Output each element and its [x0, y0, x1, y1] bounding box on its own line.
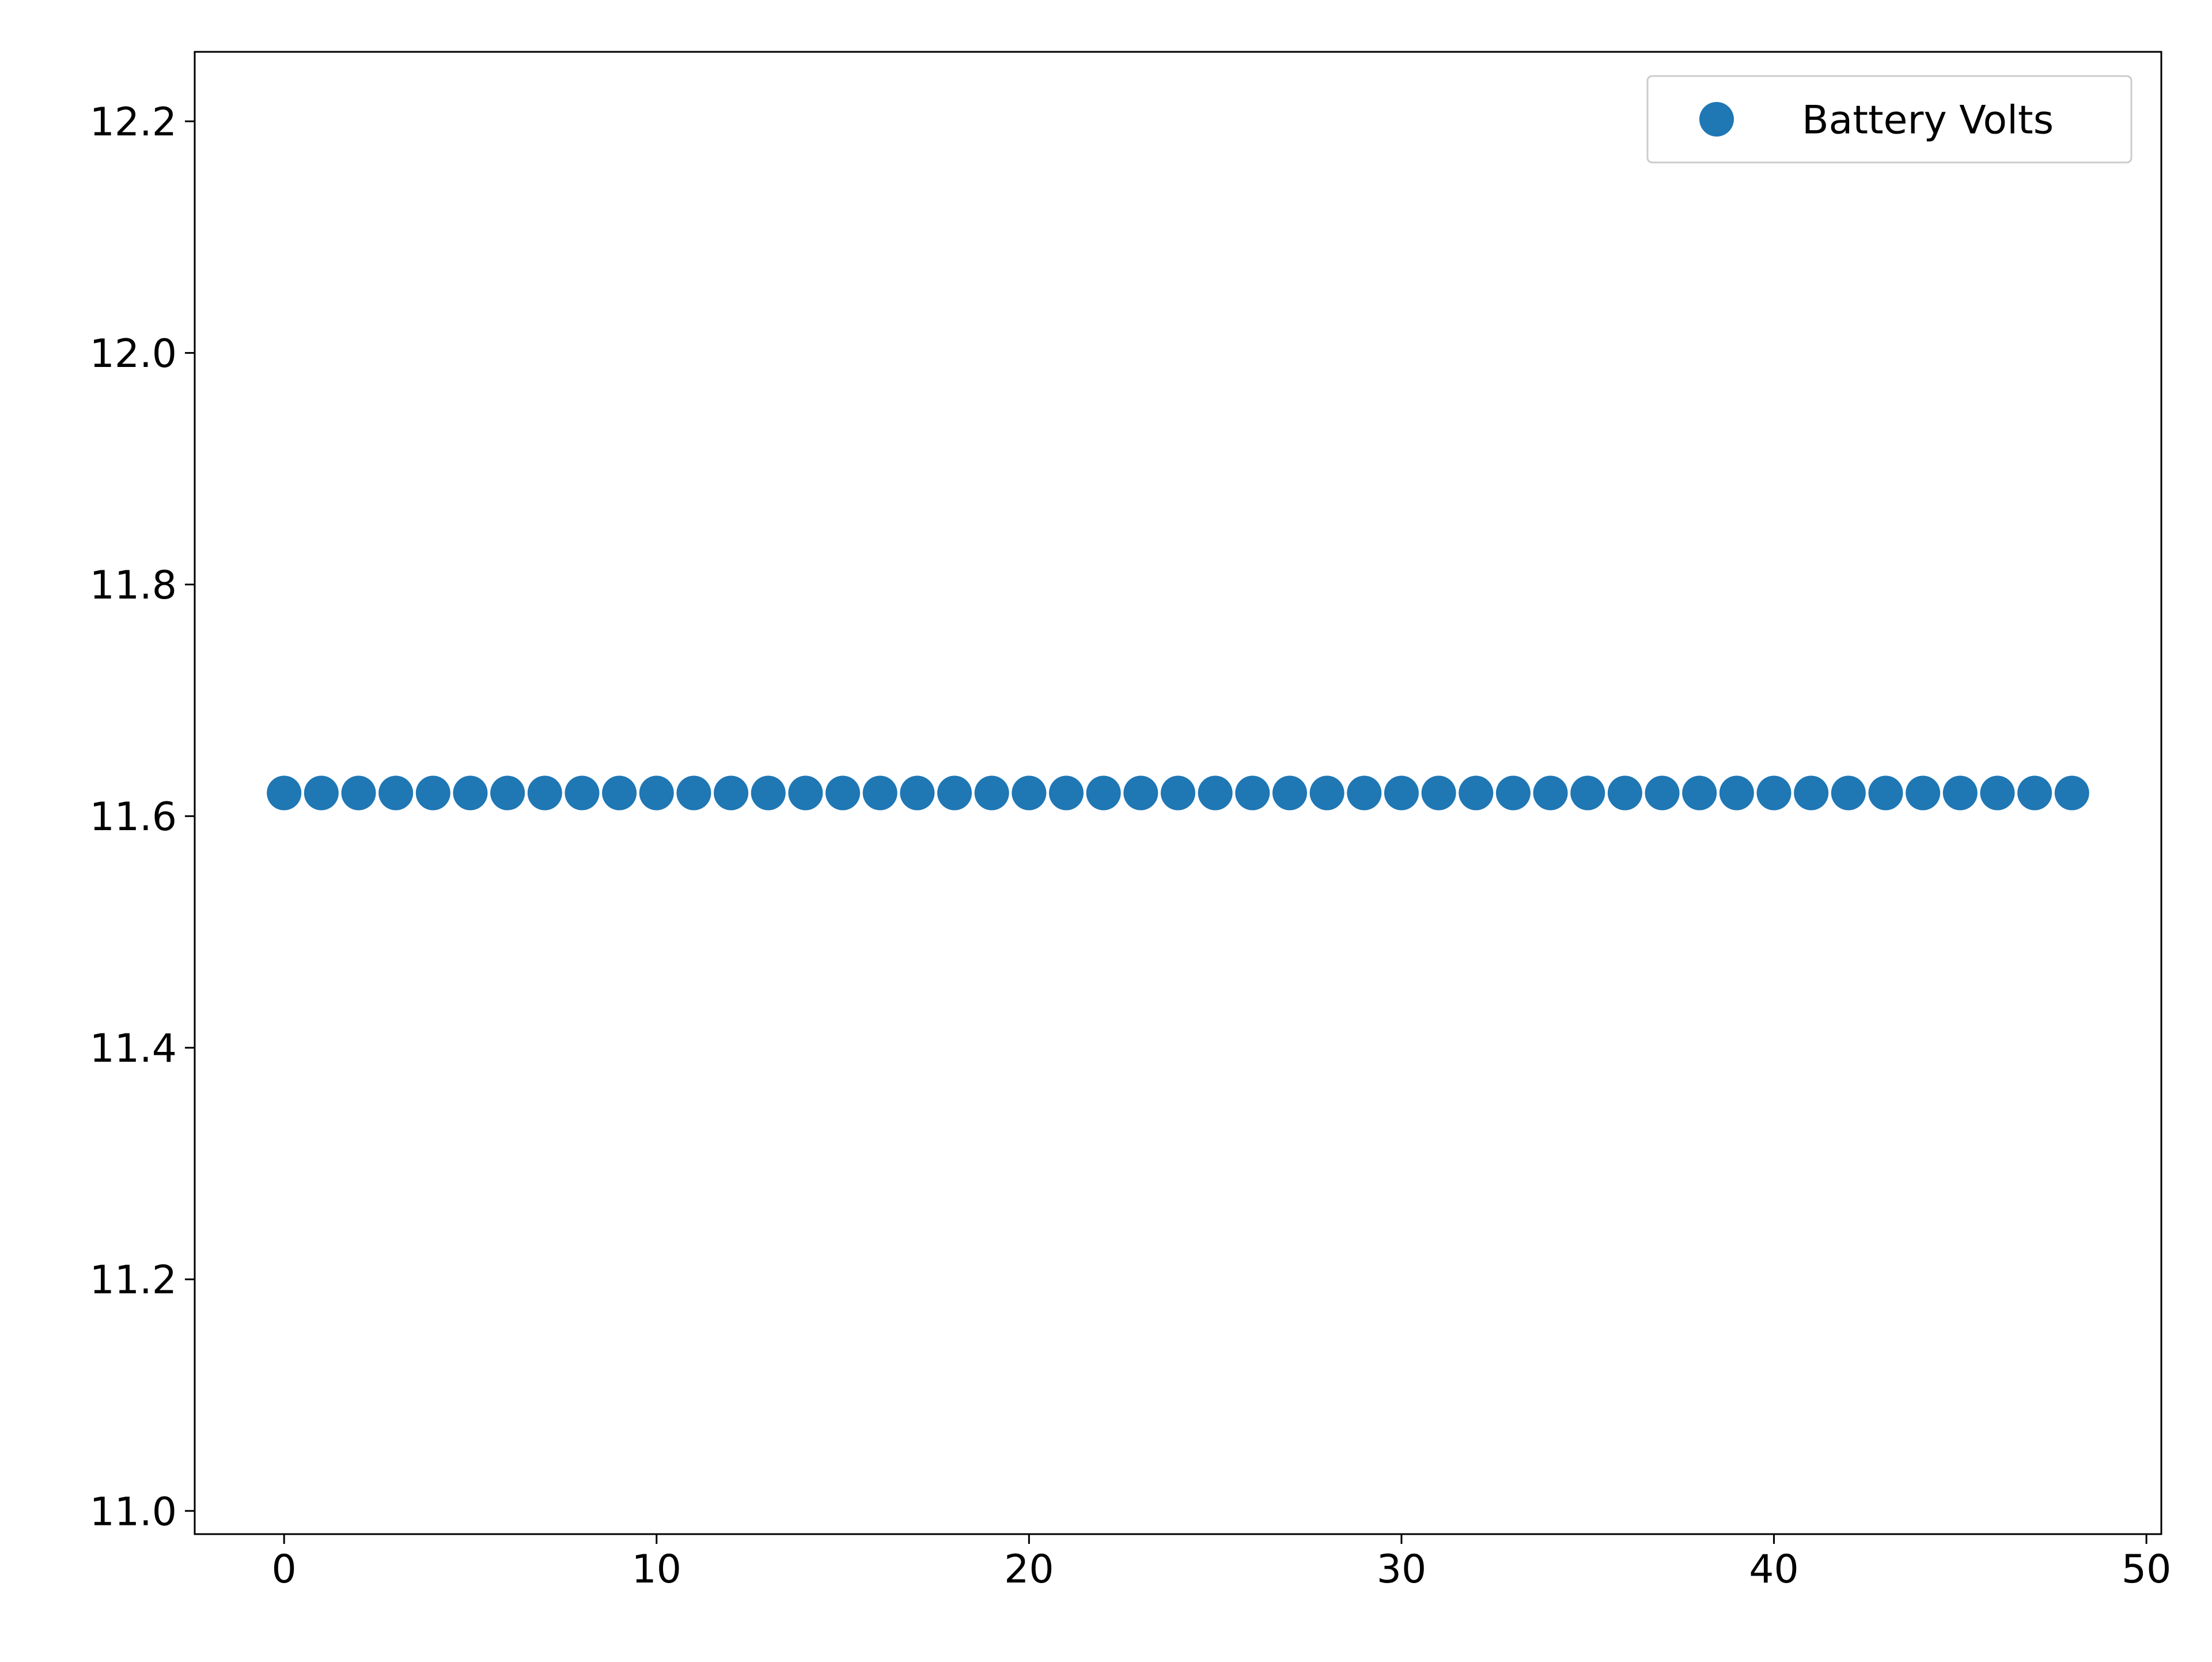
data-point	[1831, 775, 1866, 811]
data-point	[1607, 775, 1642, 811]
data-point	[937, 775, 972, 811]
data-point	[527, 775, 562, 811]
y-tick-label: 11.8	[90, 563, 177, 608]
x-tick-label: 10	[632, 1547, 682, 1592]
data-point	[415, 775, 450, 811]
data-point	[788, 775, 823, 811]
data-point	[267, 775, 302, 811]
x-tick-label: 40	[1749, 1547, 1799, 1592]
data-point	[714, 775, 749, 811]
x-tick-label: 20	[1004, 1547, 1054, 1592]
data-point	[1756, 775, 1791, 811]
data-point	[1049, 775, 1084, 811]
data-point	[1421, 775, 1456, 811]
y-tick-label: 11.4	[90, 1026, 177, 1072]
y-tick-label: 12.0	[90, 331, 177, 377]
data-point	[1198, 775, 1233, 811]
data-point	[490, 775, 525, 811]
data-point	[1347, 775, 1382, 811]
data-point	[676, 775, 711, 811]
legend-marker	[1699, 102, 1734, 137]
data-point	[1719, 775, 1754, 811]
y-tick-label: 11.6	[90, 794, 177, 840]
data-point	[1942, 775, 1978, 811]
data-point	[639, 775, 674, 811]
data-point	[1794, 775, 1829, 811]
data-points	[267, 775, 2089, 811]
data-point	[1272, 775, 1307, 811]
legend-label: Battery Volts	[1802, 97, 2054, 143]
x-tick-label: 0	[272, 1547, 297, 1592]
data-point	[1384, 775, 1419, 811]
x-tick-label: 30	[1377, 1547, 1427, 1592]
data-point	[378, 775, 414, 811]
data-point	[862, 775, 897, 811]
data-point	[1645, 775, 1680, 811]
data-point	[1161, 775, 1195, 811]
data-point	[1906, 775, 1941, 811]
axes-frame	[194, 51, 2162, 1535]
data-point	[453, 775, 488, 811]
data-point	[1980, 775, 2015, 811]
x-tick-label: 50	[2122, 1547, 2172, 1592]
legend-box	[1646, 75, 2133, 164]
data-point	[565, 775, 600, 811]
data-point	[1309, 775, 1344, 811]
data-point	[751, 775, 786, 811]
data-point	[1682, 775, 1717, 811]
data-point	[1235, 775, 1270, 811]
data-point	[2017, 775, 2052, 811]
y-tick-label: 11.2	[90, 1258, 177, 1303]
data-point	[1868, 775, 1903, 811]
data-point	[1086, 775, 1121, 811]
data-point	[1459, 775, 1494, 811]
axis-ticks: 0 10 20 30 40 50 11.0 11.2 11.4 11.6 11.8 12.0 12.2	[90, 100, 2172, 1592]
data-point	[1012, 775, 1047, 811]
data-point	[1533, 775, 1568, 811]
data-point	[974, 775, 1009, 811]
data-point	[900, 775, 935, 811]
data-point	[341, 775, 376, 811]
data-point	[602, 775, 637, 811]
data-point	[1570, 775, 1605, 811]
y-tick-label: 11.0	[90, 1489, 177, 1535]
y-tick-label: 12.2	[90, 100, 177, 145]
legend: Battery Volts	[1646, 75, 2133, 164]
data-point	[1123, 775, 1158, 811]
data-point	[304, 775, 339, 811]
data-point	[1495, 775, 1531, 811]
data-point	[825, 775, 861, 811]
data-point	[2054, 775, 2089, 811]
